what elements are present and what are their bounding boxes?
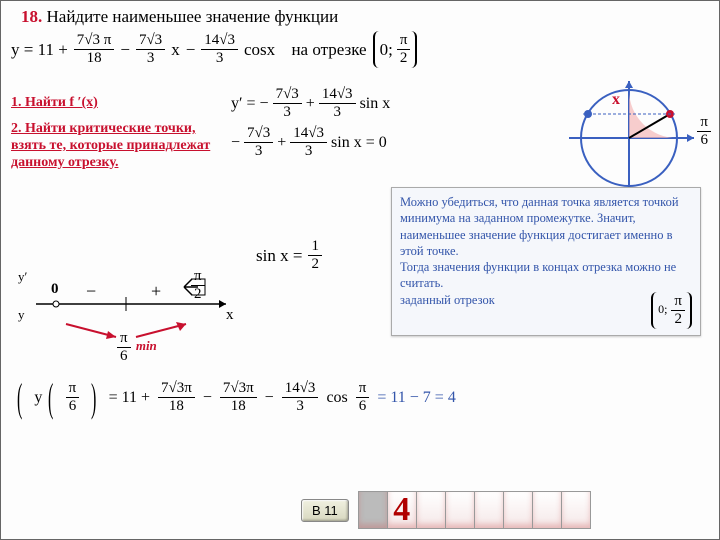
minus-sign: − — [120, 40, 130, 60]
final-calculation: ( y ( π 6 ) = 11 + 7√3π 18 − 7√3π 18 − 1… — [13, 381, 456, 414]
answer-cell: 4 — [387, 491, 417, 529]
answer-cell — [561, 491, 591, 529]
answer-cell — [532, 491, 562, 529]
answer-cells: 4 — [359, 491, 591, 529]
function-formula: y = 11 + 7√3 π 18 − 7√3 3 x − 14√3 3 cos… — [11, 31, 417, 68]
problem-text: Найдите наименьшее значение функции — [47, 7, 339, 26]
explanation-tooltip: Можно убедиться, что данная точка являет… — [391, 187, 701, 336]
answer-cell — [474, 491, 504, 529]
answer-row: В 11 4 — [301, 491, 591, 529]
sign-y: y — [18, 307, 25, 323]
y-equals: y = 11 + — [11, 40, 68, 60]
var-x: x — [171, 40, 180, 60]
derivative-block: y′ = − 7√3 3 + 14√3 3 sin x − 7√3 3 + 14… — [231, 87, 390, 165]
answer-label-button[interactable]: В 11 — [301, 499, 349, 522]
term1-frac: 7√3 π 18 — [74, 33, 115, 66]
interval: 0; π 2 — [373, 31, 418, 68]
sin-equation: sin x = 1 2 — [256, 239, 322, 272]
y-prime: y′ = — [231, 95, 256, 113]
step-1: 1. Найти f ′(x) — [11, 95, 98, 111]
sign-x: x — [226, 307, 234, 324]
problem-number: 18. — [21, 7, 42, 26]
sign-y-prime: y′ — [18, 269, 27, 285]
pi-over-6-label: π6 min — [117, 331, 157, 364]
term3-frac: 14√3 3 — [201, 33, 238, 66]
cosx: cosx — [244, 40, 275, 60]
answer-cell — [358, 491, 388, 529]
minus-sign-2: − — [186, 40, 196, 60]
svg-text:x: x — [612, 91, 620, 108]
sign-minus: − — [86, 281, 96, 302]
sign-diagram: y′ y 0 − + π 2 x — [16, 269, 226, 339]
pi-over-6: π 6 — [697, 115, 711, 148]
answer-cell — [503, 491, 533, 529]
sign-plus: + — [151, 281, 161, 302]
sign-pi2: π 2 — [191, 269, 205, 302]
on-segment: на отрезке — [291, 40, 366, 60]
unit-circle: x π 6 — [559, 73, 709, 203]
term2-frac: 7√3 3 — [136, 33, 165, 66]
final-result: = 11 − 7 = 4 — [377, 389, 455, 407]
step-2: 2. Найти критические точки, взять те, ко… — [11, 121, 211, 171]
sign-zero: 0 — [51, 281, 59, 298]
answer-cell — [445, 491, 475, 529]
answer-cell — [416, 491, 446, 529]
problem-header: 18. Найдите наименьшее значение функции — [21, 7, 701, 27]
